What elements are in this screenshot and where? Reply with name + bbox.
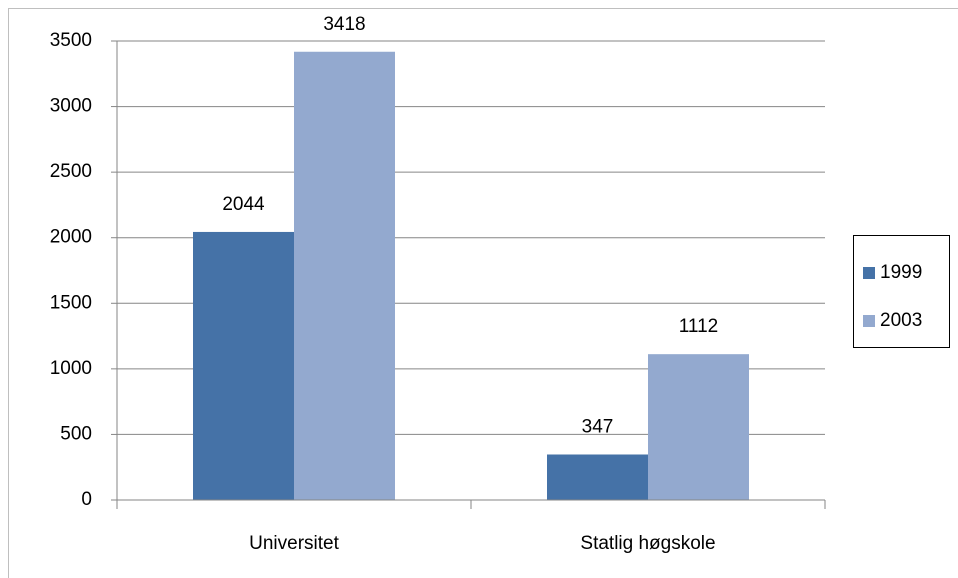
bar (648, 354, 749, 500)
legend-label: 2003 (880, 310, 922, 331)
y-tick-label: 500 (60, 423, 92, 444)
y-tick-label: 3000 (50, 96, 92, 117)
legend-label: 1999 (880, 262, 922, 283)
data-label: 2044 (222, 194, 265, 215)
y-tick-label: 2500 (50, 161, 92, 182)
data-label: 347 (582, 417, 614, 438)
bar (193, 231, 294, 500)
y-tick-label: 1500 (50, 292, 92, 313)
legend-box (853, 235, 950, 348)
data-label: 3418 (323, 14, 365, 35)
x-tick-label: Statlig høgskole (580, 533, 715, 554)
x-tick-label: Universitet (249, 533, 339, 554)
data-label: 1112 (679, 316, 718, 337)
bar (547, 454, 648, 500)
chart-border (8, 8, 958, 578)
legend-swatch (863, 267, 875, 279)
y-tick-label: 3500 (50, 30, 92, 51)
y-tick-label: 2000 (50, 227, 92, 248)
y-tick-label: 1000 (50, 358, 92, 379)
legend-swatch (863, 315, 875, 327)
bar (294, 51, 395, 500)
y-tick-label: 0 (81, 489, 92, 510)
